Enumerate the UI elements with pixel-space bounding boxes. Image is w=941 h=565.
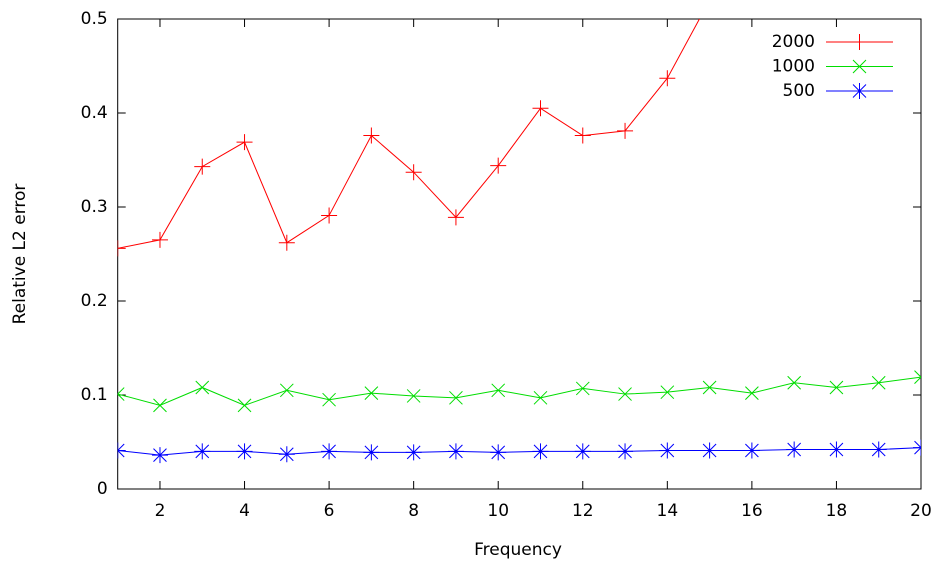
marker (745, 386, 759, 400)
marker (364, 386, 379, 400)
y-tick-label: 0.2 (81, 291, 108, 311)
marker (532, 100, 549, 117)
marker (151, 231, 168, 248)
marker (851, 34, 868, 50)
marker (617, 443, 634, 460)
marker (574, 127, 591, 144)
x-tick-label: 10 (487, 501, 509, 521)
marker (322, 392, 336, 407)
marker (702, 380, 717, 395)
marker (659, 70, 676, 87)
x-tick-label: 6 (324, 501, 335, 521)
marker (449, 390, 463, 405)
x-tick-label: 8 (408, 501, 419, 521)
marker (151, 447, 168, 464)
marker (405, 444, 422, 461)
y-tick-label: 0.5 (81, 9, 108, 29)
marker (363, 127, 380, 144)
marker (532, 443, 549, 460)
marker (852, 59, 867, 74)
x-tick-label: 12 (572, 501, 594, 521)
marker (117, 387, 125, 401)
x-tick-label: 16 (741, 501, 763, 521)
legend-label: 1000 (772, 57, 815, 77)
x-axis-label: Frequency (474, 540, 562, 560)
legend-label: 500 (783, 81, 815, 101)
y-tick-label: 0 (97, 479, 108, 499)
y-tick-label: 0.4 (81, 103, 108, 123)
series-line (117, 19, 700, 249)
marker (278, 446, 295, 463)
marker (236, 134, 253, 151)
marker (405, 164, 422, 181)
plot-area (117, 0, 921, 464)
x-tick-label: 14 (657, 501, 679, 521)
marker (194, 443, 211, 460)
marker (617, 122, 634, 139)
marker (851, 83, 868, 99)
marker (447, 209, 464, 226)
marker (618, 387, 632, 401)
y-tick-label: 0.3 (81, 197, 108, 217)
marker (490, 444, 507, 461)
marker (660, 385, 675, 400)
marker (701, 442, 718, 459)
x-tick-label: 2 (155, 501, 166, 521)
marker (491, 383, 506, 398)
marker (117, 442, 126, 459)
marker (659, 442, 676, 459)
marker (702, 0, 718, 8)
marker (278, 234, 295, 251)
y-tick-label: 0.1 (81, 385, 108, 405)
legend-label: 2000 (772, 32, 815, 52)
series-line (117, 376, 921, 406)
marker (914, 370, 921, 384)
x-tick-label: 20 (910, 501, 932, 521)
marker (237, 398, 252, 413)
marker (574, 443, 591, 460)
marker (279, 383, 294, 398)
marker (871, 375, 886, 390)
marker (321, 443, 338, 460)
marker (913, 439, 921, 456)
marker (236, 443, 253, 460)
marker (786, 441, 803, 458)
marker (575, 381, 590, 396)
marker (828, 441, 845, 458)
marker (363, 444, 380, 461)
marker (533, 390, 548, 405)
marker (870, 441, 887, 458)
marker (490, 157, 507, 174)
marker (829, 380, 844, 395)
x-tick-label: 4 (239, 501, 250, 521)
marker (117, 240, 126, 257)
marker (787, 375, 802, 390)
marker (447, 443, 464, 460)
marker (195, 380, 210, 395)
marker (321, 207, 338, 224)
y-axis-label: Relative L2 error (10, 184, 30, 325)
marker (194, 158, 211, 175)
marker (153, 398, 167, 413)
x-tick-label: 18 (826, 501, 848, 521)
marker (406, 389, 421, 403)
marker (743, 442, 760, 459)
